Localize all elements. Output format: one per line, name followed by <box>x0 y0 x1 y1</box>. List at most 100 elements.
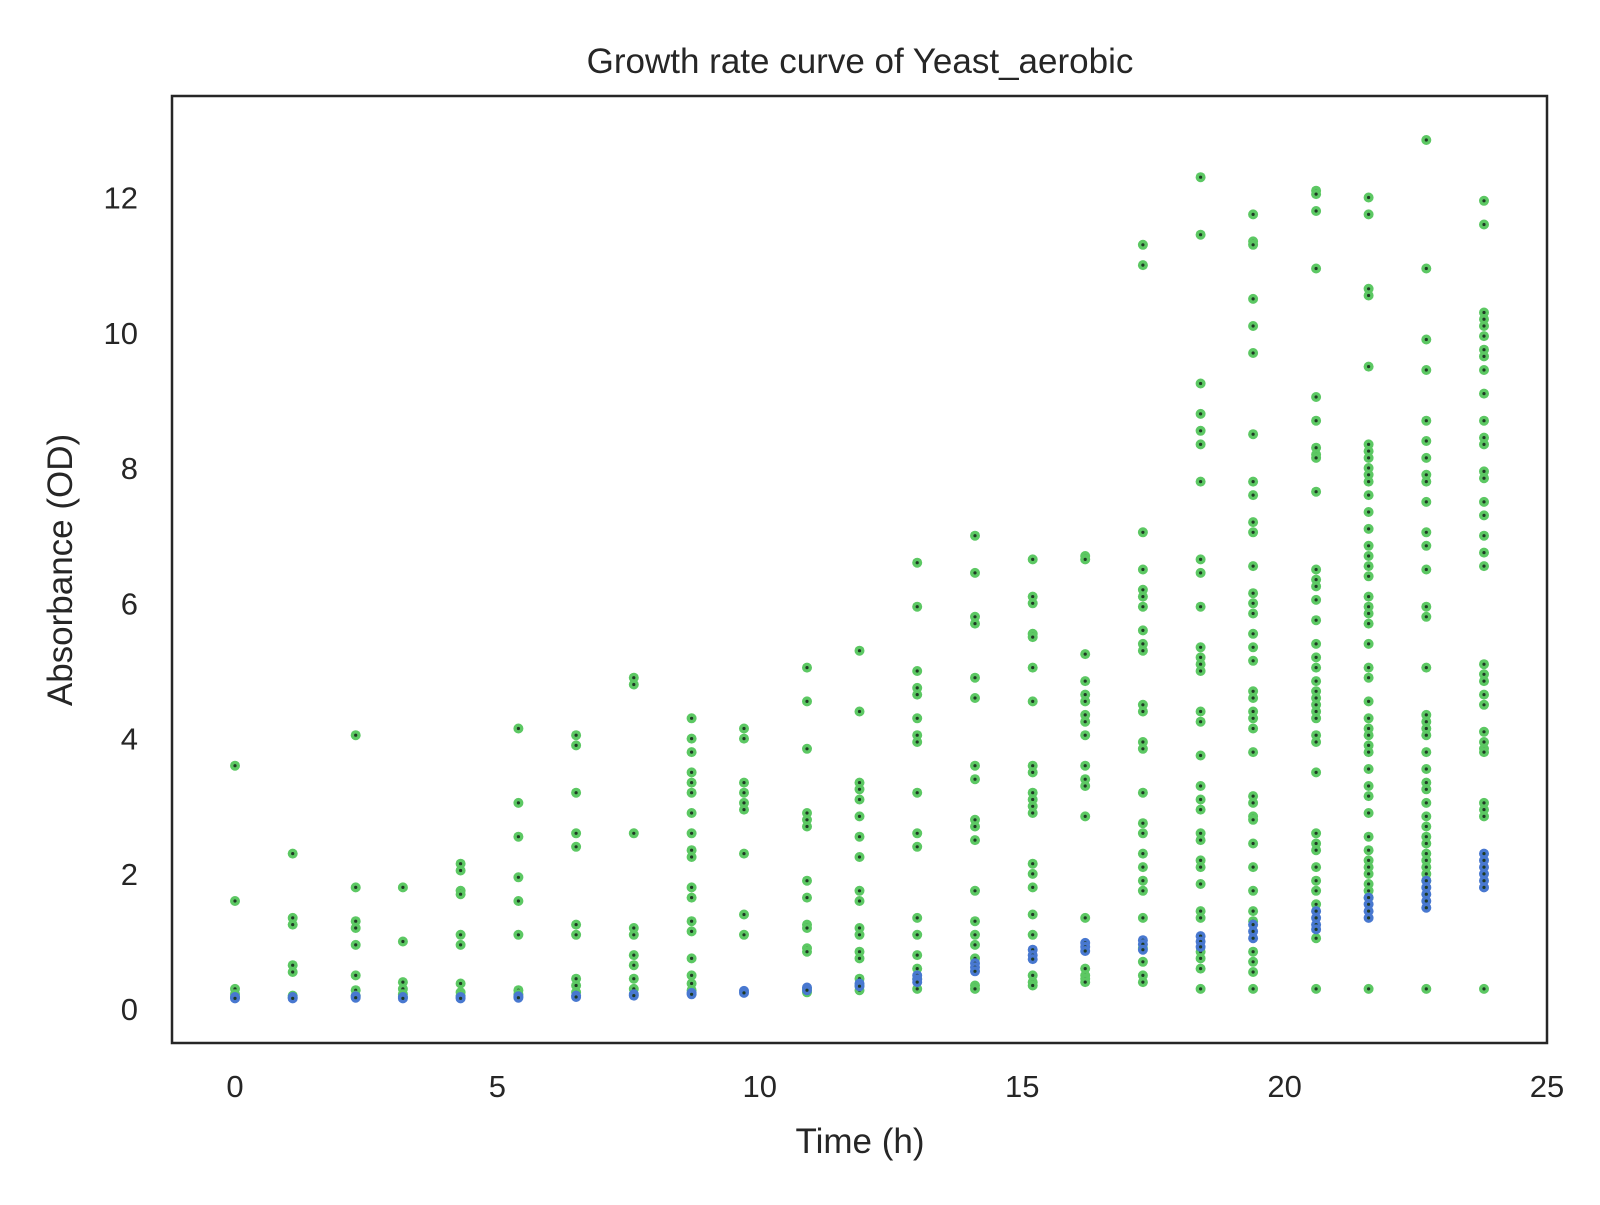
data-point-center <box>1083 693 1087 697</box>
data-point-center <box>973 933 977 937</box>
data-point-center <box>857 835 862 839</box>
data-point-center <box>1314 936 1318 940</box>
data-point-center <box>1367 716 1371 720</box>
data-point-center <box>291 970 295 974</box>
data-point-center <box>1424 456 1428 460</box>
data-point-center <box>1031 595 1035 599</box>
data-point-center <box>1424 987 1428 991</box>
data-point-center <box>857 649 862 653</box>
data-point-center <box>742 912 746 917</box>
data-point-center <box>1314 192 1318 196</box>
data-point-center <box>1251 794 1255 798</box>
data-point-center <box>1251 297 1255 301</box>
data-point-center <box>690 885 694 890</box>
data-point-center <box>291 996 295 1001</box>
data-point-center <box>1314 831 1318 835</box>
data-point-center <box>1199 442 1203 446</box>
data-point-center <box>1031 973 1035 978</box>
data-point-center <box>1424 858 1428 863</box>
data-point-center <box>1482 987 1486 991</box>
data-point-center <box>690 981 694 986</box>
data-point-center <box>1314 395 1318 399</box>
data-point-center <box>1141 865 1145 869</box>
data-point-center <box>1482 392 1486 396</box>
data-point-center <box>1482 513 1486 518</box>
data-point-center <box>915 693 919 697</box>
data-point-center <box>1424 781 1428 785</box>
x-tick-label: 10 <box>743 1069 777 1104</box>
data-point-center <box>1424 544 1428 548</box>
data-point-center <box>1314 740 1318 744</box>
data-point-center <box>1251 726 1255 731</box>
data-point-center <box>1199 233 1203 237</box>
data-point-center <box>1424 841 1428 846</box>
data-point-center <box>1482 679 1486 683</box>
data-point-center <box>1199 956 1203 961</box>
data-point-center <box>1367 865 1371 869</box>
data-point-center <box>1482 348 1486 352</box>
data-point-center <box>1367 473 1371 477</box>
data-point-center <box>1251 909 1255 913</box>
data-point-center <box>1199 557 1203 562</box>
data-point-center <box>973 777 977 781</box>
data-point-center <box>1199 412 1203 416</box>
data-point-center <box>1482 814 1486 819</box>
data-point-center <box>742 991 746 995</box>
data-point-center <box>1367 605 1371 609</box>
data-point-center <box>1367 896 1371 900</box>
data-point-center <box>1083 916 1087 920</box>
data-point-center <box>574 845 578 849</box>
data-point-center <box>1367 811 1371 815</box>
x-axis-ticks: 0 5 10 15 20 25 <box>226 1069 1564 1104</box>
data-point-center <box>574 977 578 981</box>
data-point-center <box>1083 949 1087 953</box>
data-point-center <box>1031 797 1035 802</box>
data-point-center <box>742 781 746 785</box>
data-point-center <box>1141 980 1145 984</box>
data-point-center <box>1199 882 1203 886</box>
data-point-center <box>857 956 862 961</box>
data-point-center <box>805 988 809 992</box>
data-point-center <box>1314 865 1318 869</box>
data-point-center <box>1031 862 1035 866</box>
data-point-center <box>1314 655 1318 660</box>
data-point-center <box>973 919 977 923</box>
data-point-center <box>690 781 694 785</box>
data-point-center <box>1424 666 1428 670</box>
data-point-center <box>1424 814 1428 819</box>
data-point-center <box>1424 726 1428 731</box>
data-point-center <box>805 896 809 900</box>
data-point-center <box>1367 510 1371 514</box>
data-point-center <box>805 950 809 954</box>
data-point-center <box>291 916 295 920</box>
data-point-center <box>1141 567 1145 572</box>
data-point-center <box>1367 858 1371 863</box>
data-point-center <box>574 743 578 748</box>
data-point-center <box>1314 703 1318 707</box>
data-point-center <box>805 811 809 815</box>
data-point-center <box>354 885 358 890</box>
data-point-center <box>690 973 694 978</box>
data-point-center <box>354 973 358 978</box>
x-axis-label: Time (h) <box>796 1122 925 1161</box>
data-point-center <box>1424 480 1428 484</box>
data-point-center <box>1482 419 1486 423</box>
data-point-center <box>1141 628 1145 633</box>
data-point-center <box>1424 906 1428 910</box>
data-point-center <box>1031 601 1035 605</box>
data-point-center <box>1424 266 1428 271</box>
data-point-center <box>1314 696 1318 700</box>
data-point-center <box>805 879 809 883</box>
data-point-center <box>1367 574 1371 578</box>
data-point-center <box>973 571 977 575</box>
data-point-center <box>459 862 463 866</box>
data-point-center <box>1251 841 1255 846</box>
data-point-center <box>915 686 919 690</box>
data-point-center <box>632 682 636 687</box>
data-point-center <box>1314 770 1318 775</box>
data-point-center <box>459 981 463 986</box>
data-point-center <box>1482 334 1486 338</box>
data-point-center <box>1031 811 1035 815</box>
data-point-center <box>1367 767 1371 771</box>
